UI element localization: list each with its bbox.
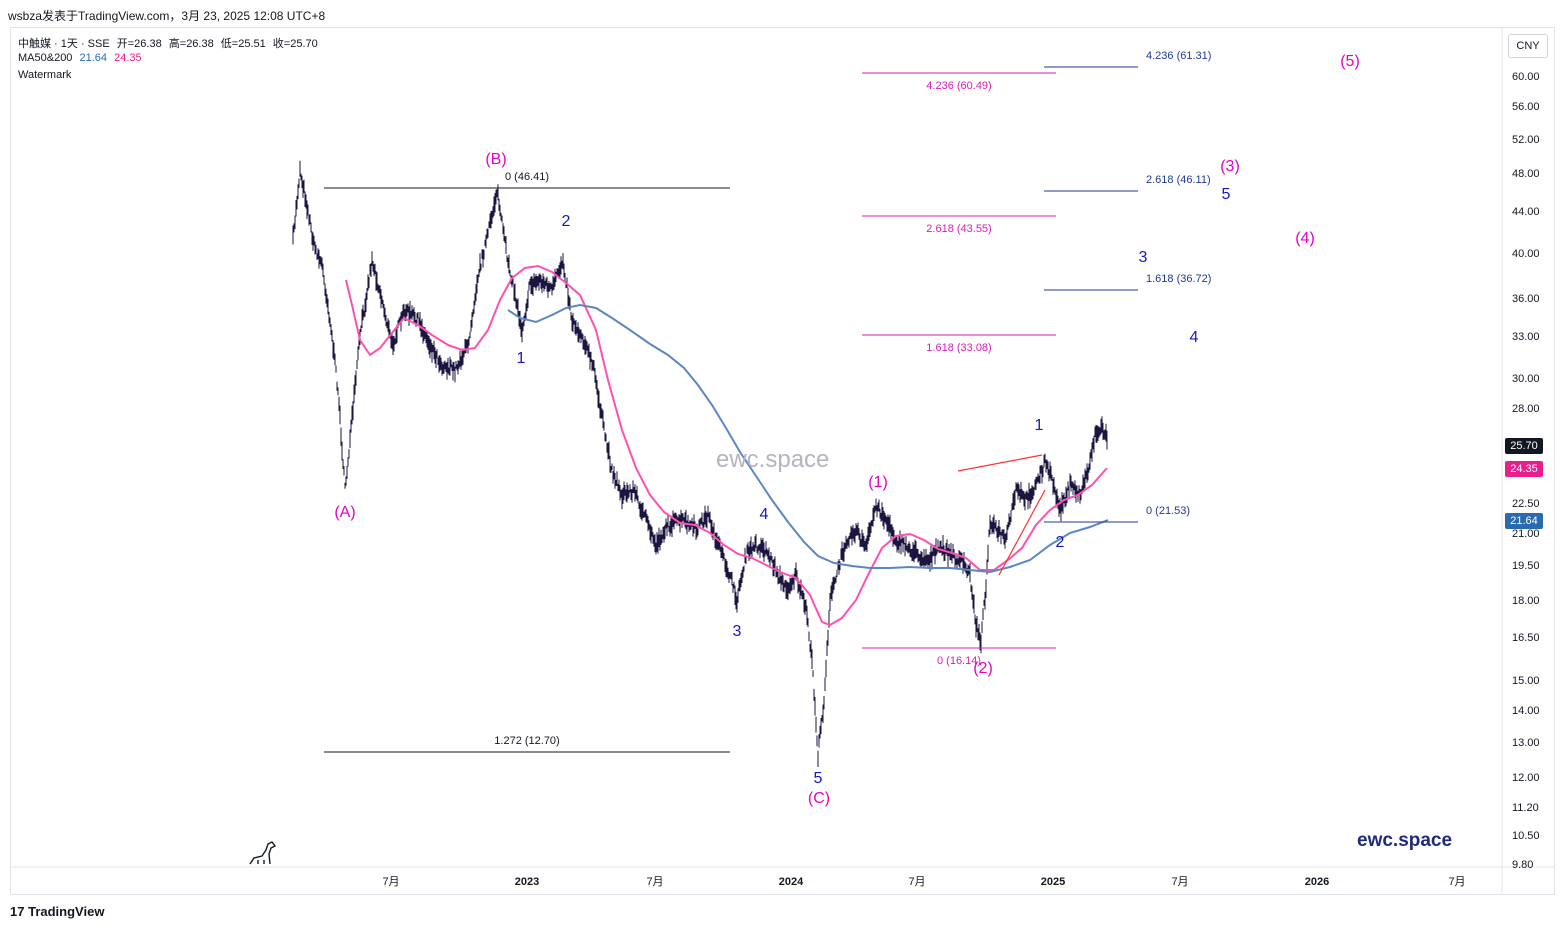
price-axis-label: 30.00	[1512, 373, 1540, 385]
brand-text: ewc.space	[1357, 830, 1453, 851]
ma-indicator-label: MA50&200	[18, 52, 73, 64]
time-axis-label: 7月	[1171, 876, 1188, 888]
fib-pink-1618-label: 1.618 (33.08)	[926, 342, 991, 354]
price-axis-label: 9.80	[1512, 859, 1533, 871]
symbol-label: 中触媒 · 1天 · SSE	[18, 38, 110, 50]
wave-label-A: (A)	[334, 504, 355, 521]
ma-blue-line	[507, 303, 1109, 574]
ma50-value: 21.64	[79, 52, 108, 64]
price-axis-label: 40.00	[1512, 248, 1540, 260]
publish-line: wsbza发表于TradingView.com，3月 23, 2025 12:0…	[8, 9, 326, 23]
time-axis-label: 2025	[1041, 876, 1065, 888]
wave-label-down-5: 5	[814, 770, 823, 787]
fib-pink-2618-label: 2.618 (43.55)	[926, 223, 991, 235]
dino-icon	[249, 841, 277, 865]
legend-watermark-row[interactable]: Watermark	[18, 69, 72, 81]
time-axis-label: 2023	[515, 876, 539, 888]
time-axis-label: 7月	[1448, 876, 1465, 888]
fib-black-0-label: 0 (46.41)	[505, 171, 549, 183]
price-axis-label: 18.00	[1512, 595, 1540, 607]
price-axis-label: 48.00	[1512, 168, 1540, 180]
fib-pink-0-label: 0 (16.14)	[937, 655, 981, 667]
price-axis-label: 52.00	[1512, 134, 1540, 146]
wave-label-up-3: 3	[1139, 249, 1148, 266]
price-axis-label: 22.50	[1512, 498, 1540, 510]
price-axis-label: 10.50	[1512, 830, 1540, 842]
wave-label-p5: (5)	[1340, 53, 1360, 70]
price-axis-label: 33.00	[1512, 331, 1540, 343]
price-axis-label: 13.00	[1512, 737, 1540, 749]
price-axis-label: 11.20	[1512, 802, 1539, 814]
fib-blue-2618-label: 2.618 (46.11)	[1146, 174, 1211, 186]
wave-label-p2: (2)	[973, 660, 993, 677]
ma200-value: 24.35	[114, 52, 142, 64]
time-axis-label: 7月	[908, 876, 925, 888]
price-axis-label: 28.00	[1512, 403, 1540, 415]
time-axis-label: 7月	[646, 876, 663, 888]
wave-label-p4: (4)	[1295, 230, 1315, 247]
price-axis-label: 56.00	[1512, 101, 1540, 113]
fib-pink-4236-label: 4.236 (60.49)	[926, 80, 991, 92]
price-axis-label: 16.50	[1512, 632, 1540, 644]
tradingview-logo-icon: 17	[10, 904, 25, 919]
high-value: 高=26.38	[168, 38, 214, 50]
close-value: 收=25.70	[272, 38, 318, 50]
price-axis-label: 60.00	[1512, 71, 1540, 83]
trend-channel-lower	[998, 489, 1046, 576]
tradingview-footer[interactable]: 17 TradingView	[10, 904, 104, 919]
price-axis-label: 15.00	[1512, 675, 1540, 687]
wave-label-down-1: 1	[517, 350, 526, 367]
time-axis-label: 7月	[382, 876, 399, 888]
open-value: 开=26.38	[116, 38, 162, 50]
wave-label-down-3: 3	[733, 623, 742, 640]
chart-watermark: ewc.space	[716, 446, 830, 473]
wave-label-C: (C)	[808, 790, 830, 807]
wave-label-down-2: 2	[562, 213, 571, 230]
wave-label-up-4: 4	[1190, 329, 1199, 346]
ma-pink-line	[345, 264, 1108, 627]
low-value: 低=25.51	[220, 38, 266, 50]
time-axis-label: 2026	[1305, 876, 1329, 888]
currency-button[interactable]: CNY	[1508, 34, 1548, 58]
tradingview-logo-text: TradingView	[28, 904, 105, 919]
wave-label-B: (B)	[485, 151, 506, 168]
time-axis-label: 2024	[779, 876, 804, 888]
trend-channel-upper	[957, 454, 1043, 472]
chart-frame[interactable]	[10, 27, 1555, 895]
price-axis-label: 21.00	[1512, 528, 1540, 540]
fib-blue-4236-label: 4.236 (61.31)	[1146, 50, 1211, 62]
wave-label-down-4: 4	[760, 506, 769, 523]
wave-label-p1: (1)	[868, 474, 888, 491]
wave-label-up-1: 1	[1035, 417, 1044, 434]
wave-label-up-5: 5	[1222, 186, 1231, 203]
ma-pink-price-tag: 24.35	[1505, 461, 1543, 477]
fib-blue-0-label: 0 (21.53)	[1146, 505, 1190, 517]
last-price-tag: 25.70	[1505, 438, 1543, 454]
wave-label-up-2: 2	[1056, 534, 1065, 551]
wave-label-p3: (3)	[1220, 158, 1240, 175]
ma-blue-price-tag: 21.64	[1505, 513, 1543, 529]
price-axis-label: 14.00	[1512, 705, 1540, 717]
price-axis-label: 36.00	[1512, 293, 1540, 305]
price-axis-label: 44.00	[1512, 206, 1540, 218]
price-axis-label: 19.50	[1512, 560, 1540, 572]
price-axis-label: 12.00	[1512, 772, 1540, 784]
fib-blue-1618-label: 1.618 (36.72)	[1146, 273, 1211, 285]
fib-black-1272-label: 1.272 (12.70)	[494, 735, 559, 747]
legend-symbol-row[interactable]: 中触媒 · 1天 · SSE 开=26.38 高=26.38 低=25.51 收…	[18, 35, 322, 51]
legend-ma-row[interactable]: MA50&200 21.64 24.35	[18, 52, 146, 64]
